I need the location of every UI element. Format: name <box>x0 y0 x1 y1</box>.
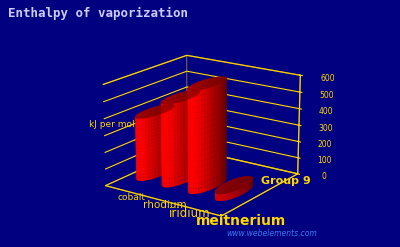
Text: Enthalpy of vaporization: Enthalpy of vaporization <box>8 7 188 21</box>
Text: www.webelements.com: www.webelements.com <box>226 228 317 238</box>
